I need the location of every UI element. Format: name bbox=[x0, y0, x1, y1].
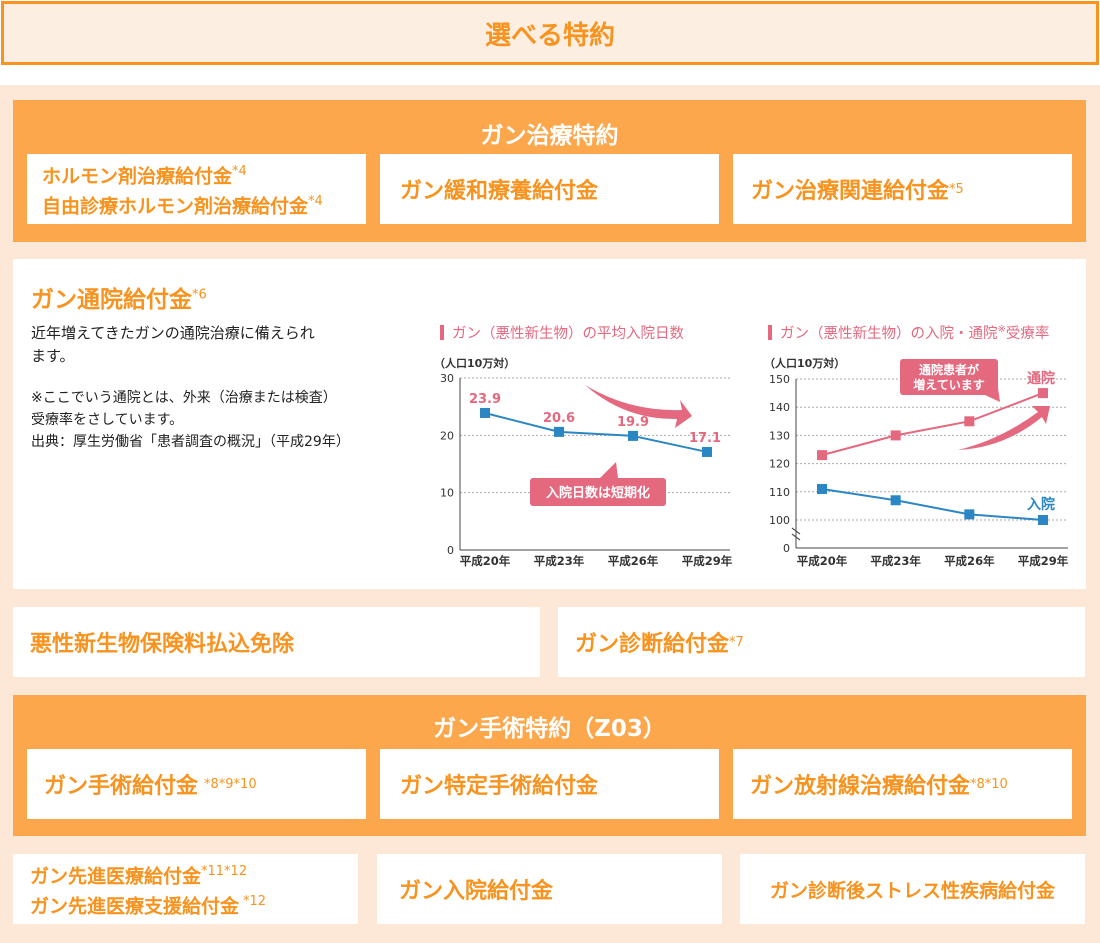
y-tick-label: 0 bbox=[447, 544, 454, 557]
cancer-treatment-title: ガン治療特約 bbox=[480, 123, 619, 149]
annotation-text: 入院日数は短期化 bbox=[546, 485, 650, 501]
y-tick-label: 110 bbox=[769, 486, 790, 499]
footnote-mark: *8*9*10 bbox=[204, 776, 257, 792]
footnote-mark: *6 bbox=[192, 287, 207, 303]
series-line-inpatient bbox=[821, 487, 1044, 521]
x-tick-label: 平成23年 bbox=[870, 554, 921, 568]
data-label: 19.9 bbox=[617, 415, 649, 430]
footnote-mark: *11*12 bbox=[201, 863, 248, 879]
x-tick-label: 平成26年 bbox=[608, 554, 659, 568]
advanced-medical-box[interactable]: ガン先進医療給付金*11*12 ガン先進医療支援給付金 *12 bbox=[13, 854, 358, 924]
chart2-title: ガン（悪性新生物）の入院・通院※受療率 bbox=[768, 322, 1049, 343]
footnote-mark: *4 bbox=[308, 194, 323, 209]
hormone-benefit-line2: 自由診療ホルモン剤治療給付金*4 bbox=[42, 194, 323, 218]
outpatient-section[interactable] bbox=[13, 259, 1086, 589]
specific-surgery-benefit-label: ガン特定手術給付金 bbox=[400, 774, 599, 799]
footnote-mark: *8*10 bbox=[970, 776, 1008, 792]
y-tick-label: 120 bbox=[769, 458, 790, 471]
stress-disease-benefit-label: ガン診断後ストレス性疾病給付金 bbox=[769, 879, 1055, 902]
data-label: 23.9 bbox=[469, 392, 501, 407]
x-tick-label: 平成20年 bbox=[460, 554, 511, 568]
palliative-care-benefit-box[interactable]: ガン緩和療養給付金 bbox=[380, 154, 719, 224]
data-point bbox=[480, 407, 490, 418]
premium-waiver-box[interactable]: 悪性新生物保険料払込免除 bbox=[13, 607, 540, 677]
series-line-outpatient bbox=[821, 392, 1044, 457]
outpatient-title: ガン通院給付金*6 bbox=[31, 287, 207, 313]
series-label: 入院 bbox=[1027, 496, 1055, 513]
radiation-benefit-label: ガン放射線治療給付金 bbox=[750, 774, 971, 799]
data-point bbox=[890, 495, 901, 506]
data-point bbox=[1038, 388, 1048, 399]
y-tick-label: 20 bbox=[440, 429, 454, 442]
x-tick-label: 平成26年 bbox=[944, 554, 995, 568]
data-point bbox=[702, 446, 712, 457]
chart2-title-marker bbox=[768, 325, 772, 340]
data-point bbox=[817, 483, 827, 494]
data-label: 20.6 bbox=[543, 411, 575, 426]
page-title-bar: 選べる特約 bbox=[1, 1, 1099, 65]
page-title: 選べる特約 bbox=[484, 20, 615, 51]
annotation-box bbox=[530, 478, 666, 506]
y-tick-label: 130 bbox=[769, 429, 790, 442]
surgery-title: ガン手術特約（Z03） bbox=[433, 716, 666, 742]
annotation-text-line2: 増えています bbox=[913, 377, 984, 392]
hormone-benefit-line1: ホルモン剤治療給付金*4 bbox=[42, 163, 247, 187]
y-tick-label: 150 bbox=[769, 373, 790, 386]
specific-surgery-benefit-box[interactable]: ガン特定手術給付金 bbox=[380, 749, 719, 819]
footnote-mark: *5 bbox=[949, 181, 964, 197]
data-point bbox=[964, 509, 975, 520]
annotation-text-line1: 通院患者が bbox=[919, 362, 979, 377]
footnote-mark: *4 bbox=[232, 163, 247, 179]
chart1-average-hospital-days: （人口10万対） 0 10 20 30 平成20年 平成23年 平成26年 平成29年 入院… bbox=[434, 356, 733, 568]
y-tick-label: 10 bbox=[440, 487, 454, 500]
palliative-care-benefit-label: ガン緩和療養給付金 bbox=[400, 179, 599, 204]
surgery-benefit-label: ガン手術給付金 bbox=[44, 774, 199, 799]
treatment-related-benefit-box[interactable]: ガン治療関連給付金 *5 bbox=[733, 154, 1072, 224]
surgery-benefit-box[interactable]: ガン手術給付金 *8*9*10 bbox=[27, 749, 366, 819]
advanced-medical-line2: ガン先進医療支援給付金 *12 bbox=[30, 894, 267, 918]
data-point bbox=[1038, 515, 1048, 525]
trend-up-arrow bbox=[958, 406, 1050, 450]
outpatient-notes: ※ここでいう通院とは、外来（治療または検査） 受療率をさしています。 出典：厚生… bbox=[31, 390, 350, 450]
x-tick-label: 平成20年 bbox=[797, 554, 848, 568]
series-line bbox=[484, 412, 708, 453]
x-tick-label: 平成23年 bbox=[534, 554, 585, 568]
data-point bbox=[628, 430, 638, 441]
callout-pointer bbox=[600, 462, 618, 478]
footnote-mark: *12 bbox=[243, 894, 267, 909]
data-label: 17.1 bbox=[689, 431, 721, 446]
data-point bbox=[554, 426, 564, 437]
premium-waiver-label: 悪性新生物保険料払込免除 bbox=[30, 632, 295, 657]
stress-disease-benefit-box[interactable]: ガン診断後ストレス性疾病給付金 bbox=[740, 854, 1085, 924]
callout-pointer bbox=[985, 388, 1000, 402]
chart1-unit-label: （人口10万対） bbox=[434, 356, 515, 370]
outpatient-description: 近年増えてきたガンの通院治療に備えられ ます。 bbox=[31, 324, 315, 365]
data-point bbox=[817, 450, 827, 461]
y-tick-label: 30 bbox=[440, 372, 454, 385]
hospitalization-benefit-label: ガン入院給付金 bbox=[399, 879, 554, 904]
diagnosis-benefit-label: ガン診断給付金 bbox=[575, 632, 730, 657]
chart1-title-marker bbox=[440, 325, 444, 340]
y-tick-label: 140 bbox=[769, 401, 790, 414]
diagnosis-benefit-box[interactable]: ガン診断給付金 *7 bbox=[558, 607, 1085, 677]
x-tick-label: 平成29年 bbox=[1018, 554, 1069, 568]
radiation-benefit-box[interactable]: ガン放射線治療給付金 *8*10 bbox=[733, 749, 1072, 819]
axis-break-mark bbox=[791, 527, 801, 541]
data-point bbox=[964, 416, 975, 427]
hormone-benefit-box[interactable]: ホルモン剤治療給付金*4 自由診療ホルモン剤治療給付金*4 bbox=[27, 154, 366, 224]
x-tick-label: 平成29年 bbox=[682, 554, 733, 568]
treatment-related-benefit-label: ガン治療関連給付金 bbox=[751, 179, 950, 204]
advanced-medical-line1: ガン先進医療給付金*11*12 bbox=[30, 863, 248, 887]
series-label: 通院 bbox=[1027, 370, 1055, 387]
trend-down-arrow bbox=[585, 385, 692, 428]
hospitalization-benefit-box[interactable]: ガン入院給付金 bbox=[377, 854, 722, 924]
chart2-unit-label: （人口10万対） bbox=[764, 356, 845, 370]
footnote-mark: *7 bbox=[729, 634, 744, 650]
y-tick-label: 0 bbox=[783, 542, 790, 555]
y-tick-label: 100 bbox=[769, 514, 790, 527]
chart2-treatment-rate: （人口10万対） 0 100 110 120 130 140 150 平成20年 平成23年 平… bbox=[764, 356, 1069, 568]
data-point bbox=[890, 430, 901, 441]
chart1-title: ガン（悪性新生物）の平均入院日数 bbox=[440, 322, 684, 343]
annotation-box bbox=[900, 359, 998, 395]
